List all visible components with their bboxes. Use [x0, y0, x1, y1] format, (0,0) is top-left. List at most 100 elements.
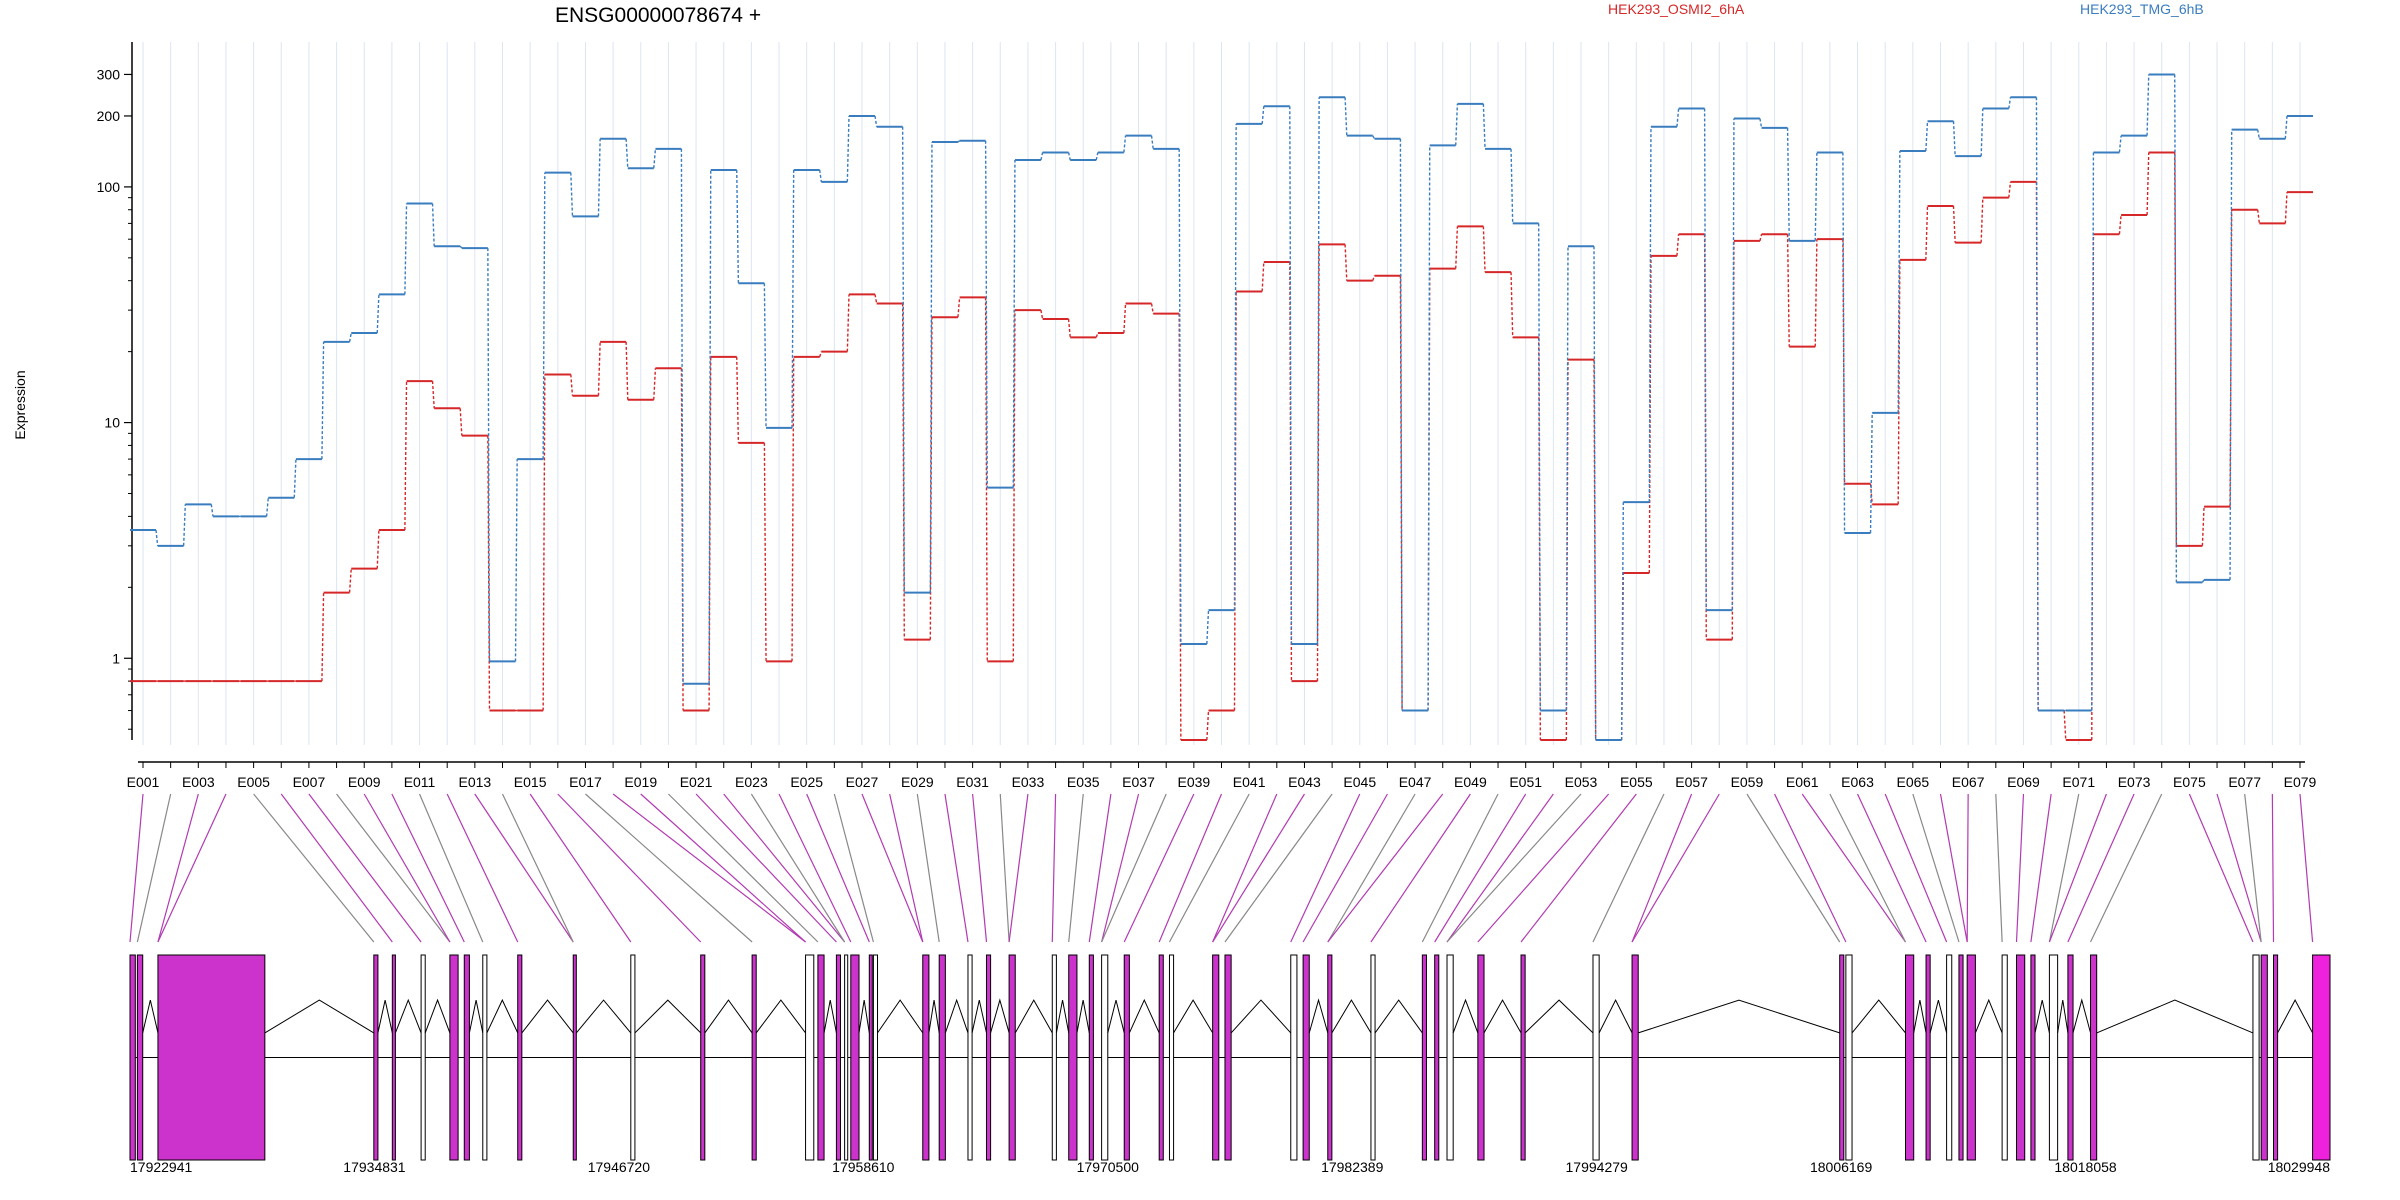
exon-box [1520, 954, 1526, 1161]
intron-line [1173, 999, 1214, 1034]
intron-line [2057, 1000, 2069, 1033]
series-connector [1289, 106, 1293, 644]
exon-box [373, 954, 379, 1161]
series-connector [321, 341, 325, 460]
series-connector [1261, 261, 1265, 292]
series-connector [1593, 246, 1597, 741]
intron-line [1076, 1000, 1090, 1033]
series-connector [984, 297, 988, 662]
exon-connector [861, 793, 924, 943]
exon-box [420, 954, 426, 1161]
intron-line [575, 999, 632, 1034]
series-connector [763, 442, 767, 662]
exon-connector [1592, 793, 1665, 943]
series-connector [2008, 97, 2012, 109]
exon-connector [2188, 793, 2254, 943]
intron-line [424, 998, 451, 1034]
x-tick-label: E065 [1896, 774, 1929, 790]
exon-connector [2048, 793, 2080, 943]
exon-connector [723, 793, 846, 943]
exon-connector [253, 793, 375, 943]
series-connector [1372, 135, 1376, 140]
exon-box [1068, 954, 1078, 1161]
series-HEK293_TMG_6hB [130, 73, 2313, 741]
x-tick-label: E061 [1786, 774, 1819, 790]
series-connector [1759, 234, 1763, 242]
exon-box [1631, 954, 1639, 1161]
coordinate-label: 17970500 [1077, 1159, 1140, 1175]
series-connector [2063, 710, 2067, 741]
series-connector [348, 332, 352, 343]
series-connector [1510, 148, 1514, 224]
exon-box [1224, 954, 1232, 1161]
intron-line [468, 1000, 484, 1033]
series-connector [653, 148, 657, 169]
exon-connector [1434, 793, 1527, 943]
intron-line [928, 1000, 940, 1033]
series-connector [1537, 223, 1542, 711]
coordinate-label: 18018058 [2054, 1159, 2117, 1175]
coordinate-label: 18029948 [2268, 1159, 2331, 1175]
exon-box [2067, 954, 2074, 1161]
grid-lines [142, 42, 2301, 745]
series-connector [2146, 74, 2150, 136]
x-tick-label: E041 [1233, 774, 1266, 790]
series-connector [1620, 502, 1625, 741]
series-connector [1261, 106, 1265, 124]
intron-line [990, 998, 1010, 1034]
exon-connector [1158, 793, 1223, 943]
coordinate-label: 17958610 [832, 1159, 895, 1175]
x-tick-label: E049 [1454, 774, 1487, 790]
exon-connector [750, 793, 846, 943]
series-connector [1123, 303, 1127, 334]
exon-box [2030, 954, 2036, 1161]
series-connector [984, 140, 988, 488]
exon-connector [778, 793, 852, 943]
series-connector [957, 140, 961, 143]
exon-connector [136, 793, 172, 943]
y-tick-label: 10 [104, 415, 120, 431]
exon-box [482, 954, 488, 1161]
intron-line [1107, 999, 1125, 1034]
coordinate-label: 17982389 [1321, 1159, 1384, 1175]
exon-connector [944, 793, 969, 943]
series-connector [1095, 332, 1099, 338]
exon-box [2016, 954, 2026, 1161]
series-connector [182, 504, 187, 546]
exon-box [1839, 954, 1845, 1161]
series-connector [1897, 151, 1901, 413]
exon-connector [1856, 793, 1927, 943]
intron-line [394, 998, 422, 1034]
exon-connector [1327, 793, 1444, 943]
intron-line [704, 999, 753, 1034]
series-connector [1067, 318, 1071, 338]
series-connector [1399, 275, 1403, 711]
exon-connector [129, 793, 144, 943]
intron-line [1524, 999, 1594, 1034]
x-tick-label: E027 [846, 774, 879, 790]
exon-connector [1123, 793, 1195, 943]
series-connector [1150, 135, 1154, 149]
series-connector [376, 530, 380, 569]
exon-box [463, 954, 470, 1161]
intron-line [1308, 998, 1329, 1034]
series-connector [514, 459, 518, 662]
exon-connector [1212, 793, 1278, 943]
series-connector [459, 408, 463, 436]
series-connector [846, 294, 850, 352]
exon-connector [2271, 793, 2275, 943]
exon-box [844, 954, 849, 1161]
series-connector [404, 203, 408, 295]
series-connector [542, 374, 546, 711]
series-connector [1676, 234, 1680, 256]
exon-box [136, 954, 144, 1161]
x-tick-label: E013 [458, 774, 491, 790]
exon-box [868, 954, 873, 1161]
y-tick-label: 200 [97, 108, 121, 124]
exon-box [449, 954, 459, 1161]
x-tick-label: E031 [956, 774, 989, 790]
exon-box [517, 954, 523, 1161]
series-connector [1455, 226, 1459, 269]
intron-line [1913, 1000, 1927, 1033]
intron-line [521, 999, 574, 1034]
